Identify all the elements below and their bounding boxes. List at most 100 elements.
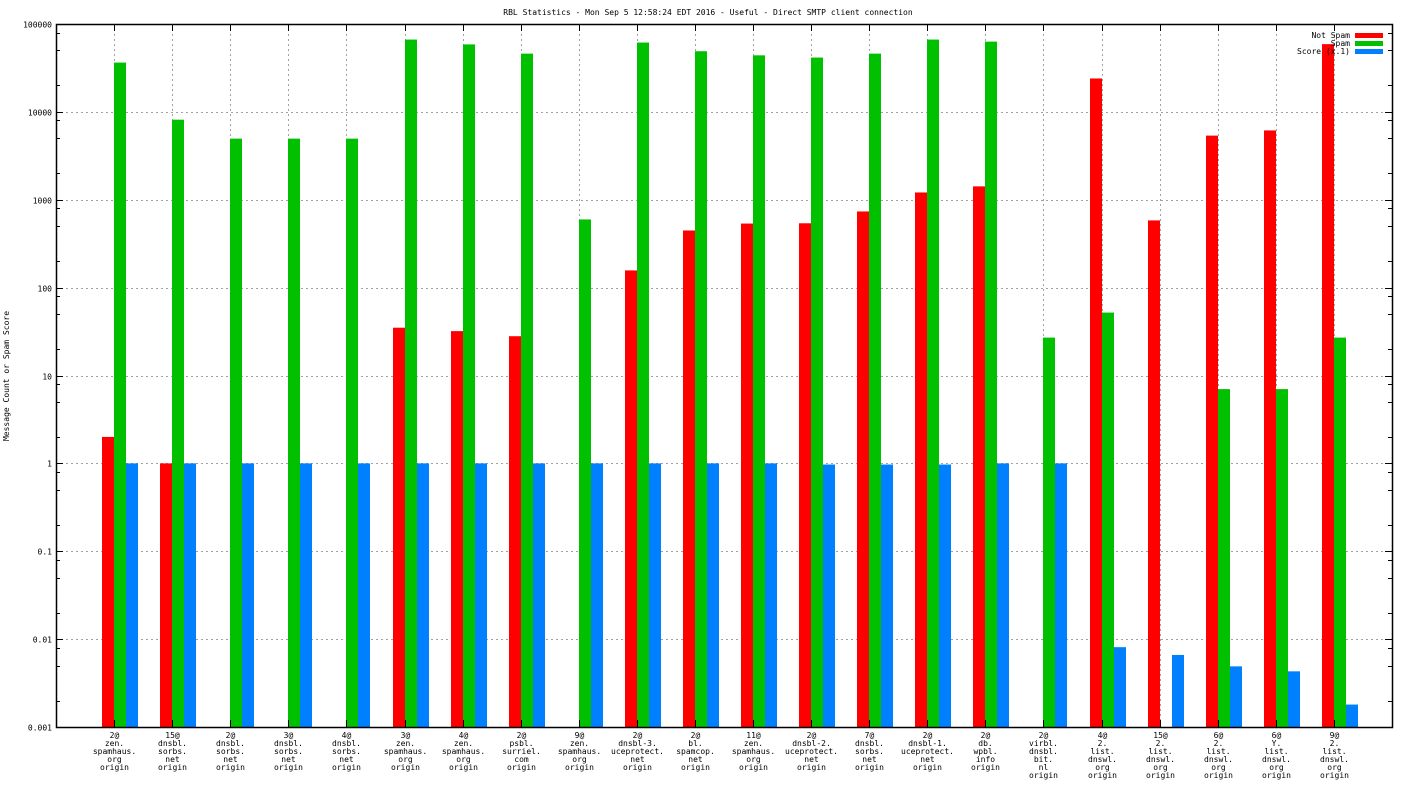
x-tick-label: origin bbox=[391, 763, 420, 772]
y-tick-label: 10 bbox=[42, 373, 52, 382]
bar-spam bbox=[288, 138, 300, 728]
gridlines bbox=[56, 24, 1392, 727]
x-tick-label: sorbs. bbox=[855, 747, 884, 756]
x-tick-label: org bbox=[1211, 763, 1226, 772]
bar-score-x-1 bbox=[1230, 666, 1242, 727]
bar-spam bbox=[753, 55, 765, 727]
x-tick-label: psbl. bbox=[509, 739, 533, 748]
bar-spam bbox=[230, 138, 242, 728]
x-tick-label: nl bbox=[1039, 763, 1049, 772]
bar-score-x-1 bbox=[184, 463, 196, 727]
x-tick-label: dnsbl-1. bbox=[908, 739, 947, 748]
x-tick-label: spamhaus. bbox=[558, 747, 601, 756]
x-tick-label: net bbox=[862, 755, 877, 764]
x-tick-label: bit. bbox=[1034, 755, 1053, 764]
bar-not-spam bbox=[160, 463, 172, 727]
bar-spam bbox=[346, 138, 358, 728]
x-tick-label: list. bbox=[1322, 747, 1346, 756]
x-tick-label: db. bbox=[978, 739, 992, 748]
x-tick-label: origin bbox=[681, 763, 710, 772]
bar-spam bbox=[405, 39, 417, 727]
x-tick-label: org bbox=[1153, 763, 1168, 772]
bar-not-spam bbox=[1206, 135, 1218, 727]
bar-score-x-1 bbox=[126, 463, 138, 727]
x-tick-label: net bbox=[688, 755, 703, 764]
bar-score-x-1 bbox=[997, 463, 1009, 727]
bar-not-spam bbox=[625, 270, 637, 727]
bar-score-x-1 bbox=[765, 463, 777, 727]
x-tick-label: dnsbl-2. bbox=[792, 739, 831, 748]
y-tick-label: 0.001 bbox=[28, 724, 52, 733]
bar-spam bbox=[521, 53, 533, 728]
x-tick-label: wpbl. bbox=[973, 747, 997, 756]
y-tick-label: 100000 bbox=[23, 21, 52, 30]
x-tick-label: sorbs. bbox=[274, 747, 303, 756]
bar-score-x-1 bbox=[1346, 704, 1358, 727]
bar-score-x-1 bbox=[591, 463, 603, 727]
y-tick-label: 0.1 bbox=[38, 548, 53, 557]
x-tick-label: com bbox=[514, 755, 529, 764]
bar-score-x-1 bbox=[533, 463, 545, 727]
bar-not-spam bbox=[509, 336, 521, 727]
x-tick-label: 2@ bbox=[923, 731, 933, 740]
bar-spam bbox=[637, 42, 649, 727]
x-tick-label: list. bbox=[1206, 747, 1230, 756]
legend-label: Not Spam bbox=[1311, 31, 1350, 40]
x-tick-label: 9@ bbox=[1330, 731, 1340, 740]
x-tick-label: sorbs. bbox=[216, 747, 245, 756]
x-tick-label: net bbox=[281, 755, 296, 764]
x-tick-label: uceprotect. bbox=[785, 747, 838, 756]
x-tick-label: net bbox=[339, 755, 354, 764]
x-tick-label: 2@ bbox=[691, 731, 701, 740]
x-tick-label: 4@ bbox=[342, 731, 352, 740]
x-tick-label: 4@ bbox=[1098, 731, 1108, 740]
x-tick-label: net bbox=[223, 755, 238, 764]
bar-not-spam bbox=[1322, 44, 1334, 728]
x-tick-label: origin bbox=[913, 763, 942, 772]
bar-not-spam bbox=[393, 327, 405, 727]
plot-border bbox=[55, 23, 1394, 729]
bar-score-x-1 bbox=[707, 463, 719, 727]
x-tick-label: 2. bbox=[1330, 739, 1340, 748]
bar-not-spam bbox=[102, 436, 114, 727]
bar-score-x-1 bbox=[1114, 647, 1126, 727]
x-tick-labels: 2@zen.spamhaus.orgorigin15@dnsbl.sorbs.n… bbox=[93, 731, 1349, 780]
bar-spam bbox=[463, 44, 475, 727]
bar-not-spam bbox=[973, 186, 985, 727]
bar-score-x-1 bbox=[1055, 463, 1067, 727]
bar-score-x-1 bbox=[1172, 654, 1184, 727]
x-tick-label: info bbox=[976, 755, 995, 764]
x-tick-label: uceprotect. bbox=[901, 747, 954, 756]
x-tick-label: dnsbl. bbox=[158, 739, 187, 748]
x-tick-label: 7@ bbox=[865, 731, 875, 740]
x-tick-label: origin bbox=[855, 763, 884, 772]
x-tick-label: spamhaus. bbox=[384, 747, 427, 756]
x-tick-label: 2@ bbox=[633, 731, 643, 740]
bar-not-spam bbox=[1090, 78, 1102, 728]
x-tick-label: 2@ bbox=[1039, 731, 1049, 740]
x-tick-label: 15@ bbox=[1153, 731, 1168, 740]
x-tick-label: 2. bbox=[1156, 739, 1166, 748]
legend-label: Spam bbox=[1331, 39, 1350, 48]
x-tick-label: dnsbl-3. bbox=[618, 739, 657, 748]
y-tick-label: 1 bbox=[47, 460, 52, 469]
bar-not-spam bbox=[1148, 220, 1160, 727]
x-tick-label: zen. bbox=[105, 739, 124, 748]
x-tick-label: 9@ bbox=[575, 731, 585, 740]
x-tick-label: sorbs. bbox=[158, 747, 187, 756]
bar-spam bbox=[695, 51, 707, 728]
x-tick-label: net bbox=[165, 755, 180, 764]
x-tick-label: dnswl. bbox=[1146, 755, 1175, 764]
x-tick-label: origin bbox=[739, 763, 768, 772]
x-tick-label: Y. bbox=[1272, 739, 1282, 748]
x-tick-label: 4@ bbox=[459, 731, 469, 740]
x-tick-label: dnsbl. bbox=[274, 739, 303, 748]
bar-spam bbox=[811, 57, 823, 727]
x-tick-label: origin bbox=[797, 763, 826, 772]
x-tick-label: zen. bbox=[570, 739, 589, 748]
x-tick-label: bl. bbox=[688, 739, 702, 748]
axes bbox=[55, 23, 1394, 729]
bar-not-spam bbox=[857, 211, 869, 727]
